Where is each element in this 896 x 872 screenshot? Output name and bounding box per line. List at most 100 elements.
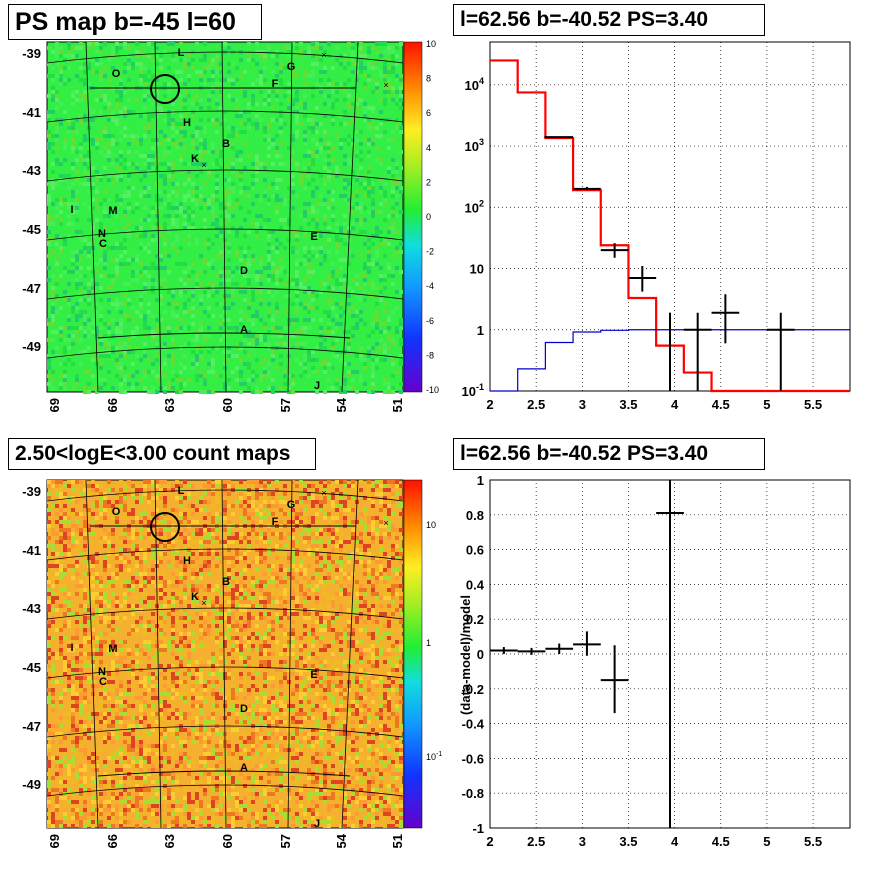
map-pixel [375,640,379,644]
map-pixel [211,314,215,318]
map-pixel [303,556,307,560]
map-pixel [255,512,259,516]
map-pixel [179,560,183,564]
map-pixel [83,636,87,640]
map-pixel [67,480,71,484]
map-pixel [295,282,299,286]
map-pixel [291,70,295,74]
map-pixel [163,592,167,596]
map-pixel [335,512,339,516]
map-pixel [259,488,263,492]
map-pixel [315,222,319,226]
map-pixel [219,644,223,648]
map-pixel [55,492,59,496]
map-pixel [231,190,235,194]
map-pixel [307,270,311,274]
map-pixel [347,162,351,166]
map-pixel [367,142,371,146]
map-pixel [99,484,103,488]
map-pixel [363,362,367,366]
map-pixel [295,94,299,98]
map-pixel [143,576,147,580]
map-pixel [187,496,191,500]
map-pixel [107,564,111,568]
map-pixel [247,616,251,620]
map-pixel [319,262,323,266]
map-pixel [187,298,191,302]
map-pixel [231,142,235,146]
map-pixel [219,154,223,158]
map-pixel [383,330,387,334]
map-pixel [359,540,363,544]
map-pixel [71,166,75,170]
map-pixel [71,362,75,366]
map-pixel [79,480,83,484]
map-pixel [371,210,375,214]
map-pixel [115,118,119,122]
map-pixel [111,282,115,286]
map-pixel [371,612,375,616]
map-pixel [71,142,75,146]
map-pixel [243,234,247,238]
map-pixel [127,134,131,138]
map-pixel [159,560,163,564]
map-pixel [171,338,175,342]
map-pixel [147,556,151,560]
map-pixel [207,362,211,366]
map-pixel [155,548,159,552]
map-pixel [67,604,71,608]
map-pixel [371,110,375,114]
map-pixel [391,644,395,648]
map-pixel [151,580,155,584]
map-pixel [235,560,239,564]
map-pixel [227,350,231,354]
map-pixel [303,106,307,110]
map-pixel [291,620,295,624]
map-pixel [139,114,143,118]
map-pixel [59,74,63,78]
map-pixel [383,576,387,580]
map-pixel [311,496,315,500]
map-pixel [311,138,315,142]
map-pixel [87,46,91,50]
map-pixel [351,386,355,390]
map-pixel [119,110,123,114]
map-pixel [331,106,335,110]
map-pixel [207,150,211,154]
map-pixel [175,552,179,556]
map-pixel [219,82,223,86]
map-pixel [279,592,283,596]
map-pixel [263,226,267,230]
map-pixel [171,102,175,106]
map-pixel [255,584,259,588]
map-pixel [83,174,87,178]
map-pixel [183,496,187,500]
map-pixel [207,78,211,82]
map-pixel [167,532,171,536]
map-pixel [67,122,71,126]
map-pixel [391,282,395,286]
map-pixel [207,600,211,604]
map-pixel [247,194,251,198]
map-pixel [51,532,55,536]
map-pixel [263,556,267,560]
map-pixel [179,632,183,636]
map-pixel [59,246,63,250]
map-pixel [239,310,243,314]
map-pixel [303,632,307,636]
map-pixel [199,206,203,210]
map-pixel [239,226,243,230]
map-pixel [391,628,395,632]
map-pixel [227,94,231,98]
map-pixel [179,330,183,334]
map-pixel [287,572,291,576]
map-pixel [131,186,135,190]
map-pixel [267,202,271,206]
map-pixel [215,536,219,540]
map-pixel [255,480,259,484]
map-pixel [103,528,107,532]
map-pixel [159,532,163,536]
map-pixel [183,588,187,592]
map-pixel [391,544,395,548]
map-pixel [259,74,263,78]
